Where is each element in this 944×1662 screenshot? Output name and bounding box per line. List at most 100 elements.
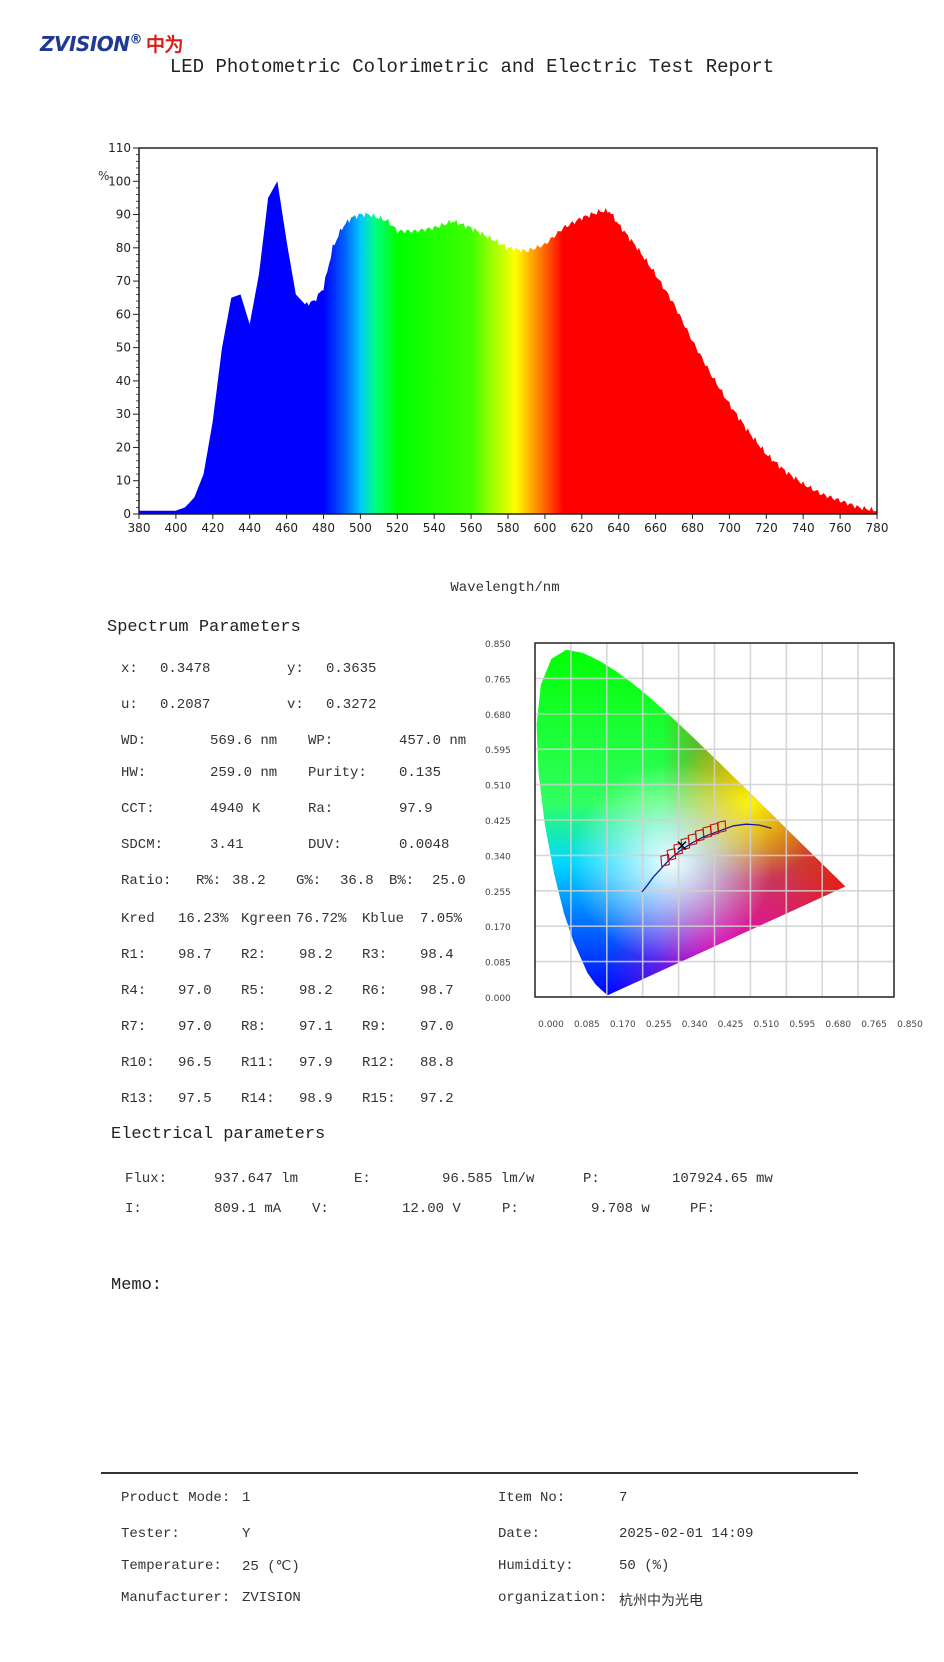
cri-label: R1: [121,947,147,963]
param-label: WD: [121,733,147,749]
cri-value: 88.8 [420,1055,454,1071]
cie-y-tick-label: 0.765 [485,675,511,685]
param-value: 569.6 nm [210,733,278,749]
param-value: 0.2087 [160,697,211,713]
param-value: 457.0 nm [399,733,467,749]
ansi-bin-quadrangles [660,820,727,867]
spectrum-x-tick-label: 500 [349,521,372,535]
cie-measured-point [677,841,687,851]
spectrum-x-tick-label: 740 [792,521,815,535]
spectrum-y-tick-label: 40 [116,374,131,388]
k-blue-label: Kblue [362,911,405,927]
electrical-label: V: [312,1201,329,1217]
spectrum-x-tick-label: 560 [460,521,483,535]
cie-chromaticity-diagram: 0.850 0.765 0.680 0.595 0.510 0.425 0.340 0.255… [485,640,923,1030]
spectrum-x-tick-label: 380 [128,521,151,535]
cie-y-tick-label: 0.595 [485,746,511,756]
cie-y-tick-label: 0.255 [485,888,511,898]
footer-value: 25 (℃) [242,1559,300,1575]
spectrum-x-tick-label: 680 [681,521,704,535]
electrical-label: I: [125,1201,142,1217]
cie-x-tick-label: 0.595 [789,1020,815,1030]
cri-value: 97.1 [299,1019,333,1035]
cie-x-tick-label: 0.680 [825,1020,851,1030]
spectrum-x-tick-label: 760 [829,521,852,535]
memo-label: Memo: [111,1276,163,1295]
electrical-label: E: [354,1171,371,1187]
param-value: 0.0048 [399,837,450,853]
cri-label: R12: [362,1055,396,1071]
electrical-value: 107924.65 mw [672,1171,773,1187]
electrical-value: 9.708 w [591,1201,650,1217]
spectrum-x-tick-label: 520 [386,521,409,535]
k-red: 16.23% [178,911,229,927]
param-value: 4940 K [210,801,261,817]
cri-value: 97.0 [178,1019,212,1035]
logo-registered-mark: ® [129,32,143,48]
ansi-quadrangle [716,820,727,834]
spectrum-x-tick-label: 620 [570,521,593,535]
cri-value: 97.0 [178,983,212,999]
cie-y-tick-label: 0.680 [485,711,511,721]
electrical-label: Flux: [125,1171,168,1187]
spectrum-y-tick-label: 70 [116,274,131,288]
spectrum-y-tick-label: 100 [108,174,131,188]
cri-label: R7: [121,1019,147,1035]
ratio-label: Ratio: [121,873,172,889]
footer-label: Manufacturer: [121,1590,231,1606]
cie-x-tick-label: 0.510 [754,1020,780,1030]
spectrum-x-tick-label: 600 [533,521,556,535]
param-label: x: [121,661,138,677]
spectrum-x-tick-label: 460 [275,521,298,535]
cie-x-tick-label: 0.425 [718,1020,744,1030]
spectrum-x-tick-label: 780 [866,521,889,535]
electrical-label: PF: [690,1201,716,1217]
param-label: Purity: [308,765,367,781]
cri-label: R2: [241,947,267,963]
footer-value: 7 [619,1490,628,1506]
spectrum-x-tick-label: 660 [644,521,667,535]
cri-value: 98.4 [420,947,454,963]
spectrum-y-tick-label: 60 [116,307,131,321]
spectrum-x-tick-label: 720 [755,521,778,535]
report-title: LED Photometric Colorimetric and Electri… [169,56,775,78]
param-label: CCT: [121,801,155,817]
spectrum-x-tick-label: 440 [238,521,261,535]
ratio-b-label: B%: [389,873,415,889]
param-label: u: [121,697,138,713]
param-value: 3.41 [210,837,244,853]
cri-label: R8: [241,1019,267,1035]
spectrum-y-tick-label: 80 [116,241,131,255]
footer-label: organization: [498,1590,608,1606]
spectrum-area-group [139,181,877,515]
cri-value: 97.2 [420,1091,454,1107]
param-label: v: [287,697,304,713]
cri-label: R15: [362,1091,396,1107]
footer-label: Temperature: [121,1558,222,1574]
ratio-b: 25.0 [432,873,466,889]
cri-value: 97.9 [299,1055,333,1071]
footer-value: 杭州中为光电 [619,1594,703,1610]
cie-point-mark-b [677,841,687,851]
cri-label: R9: [362,1019,388,1035]
param-value: 0.3478 [160,661,211,677]
logo-text: ZVISION [40,32,130,56]
cri-label: R6: [362,983,388,999]
spectrum-y-tick-label: 90 [116,208,131,222]
cie-x-tick-label: 0.765 [861,1020,887,1030]
cri-label: R14: [241,1091,275,1107]
cri-value: 98.7 [178,947,212,963]
footer-label: Product Mode: [121,1490,231,1506]
cie-y-ticks: 0.850 0.765 0.680 0.595 0.510 0.425 0.340 0.255… [485,640,511,1004]
cri-value: 98.9 [299,1091,333,1107]
spectrum-chart: 0 10 20 30 40 50 60 70 80 90 100 110 380 400 420 440 46… [98,141,889,535]
param-label: HW: [121,765,147,781]
cri-value: 97.0 [420,1019,454,1035]
k-blue: 7.05% [420,911,463,927]
spectrum-y-tick-label: 0 [123,507,131,521]
param-value: 259.0 nm [210,765,278,781]
param-label: DUV: [308,837,342,853]
cie-y-tick-label: 0.425 [485,817,511,827]
ratio-g: 36.8 [340,873,374,889]
cie-y-tick-label: 0.085 [485,959,511,969]
